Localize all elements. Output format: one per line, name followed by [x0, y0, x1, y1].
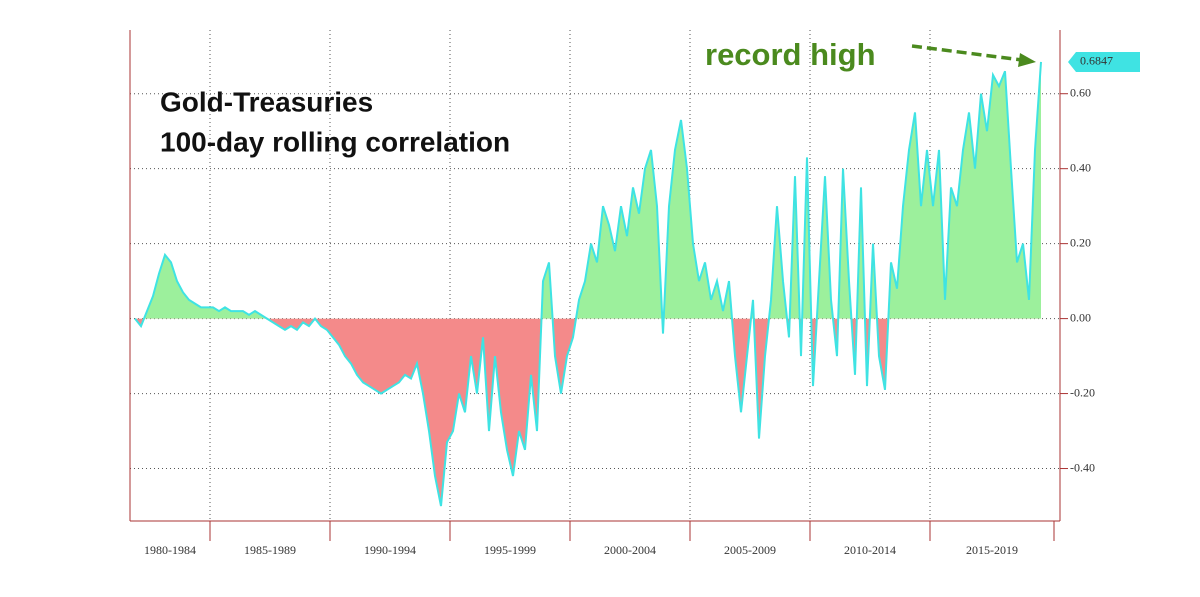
y-tick-label: -0.20: [1070, 385, 1095, 399]
x-tick-label: 2005-2009: [724, 543, 776, 557]
chart-title: Gold-Treasuries: [160, 86, 373, 117]
negative-area: [135, 318, 889, 507]
x-tick-label: 1995-1999: [484, 543, 536, 557]
plot: [134, 61, 1042, 507]
annotation-arrowhead: [1018, 53, 1036, 67]
y-tick-label: 0.00: [1070, 310, 1091, 324]
last-value-label: 0.6847: [1080, 54, 1113, 68]
annotation: record high: [705, 37, 876, 72]
x-tick-label: 2015-2019: [966, 543, 1018, 557]
line: [134, 61, 1042, 507]
y-tick-label: 0.20: [1070, 235, 1091, 249]
x-tick-label: 1985-1989: [244, 543, 296, 557]
chart-title: 100-day rolling correlation: [160, 126, 510, 157]
x-tick-label: 2000-2004: [604, 543, 656, 557]
y-tick-label: -0.40: [1070, 460, 1095, 474]
x-tick-label: 2010-2014: [844, 543, 896, 557]
x-tick-label: 1980-1984: [144, 543, 196, 557]
y-tick-label: 0.40: [1070, 160, 1091, 174]
last-value-box: [1068, 51, 1140, 72]
y-tick-label: 0.60: [1070, 85, 1091, 99]
x-tick-label: 1990-1994: [364, 543, 416, 557]
annotation-arrow: [911, 44, 1023, 62]
